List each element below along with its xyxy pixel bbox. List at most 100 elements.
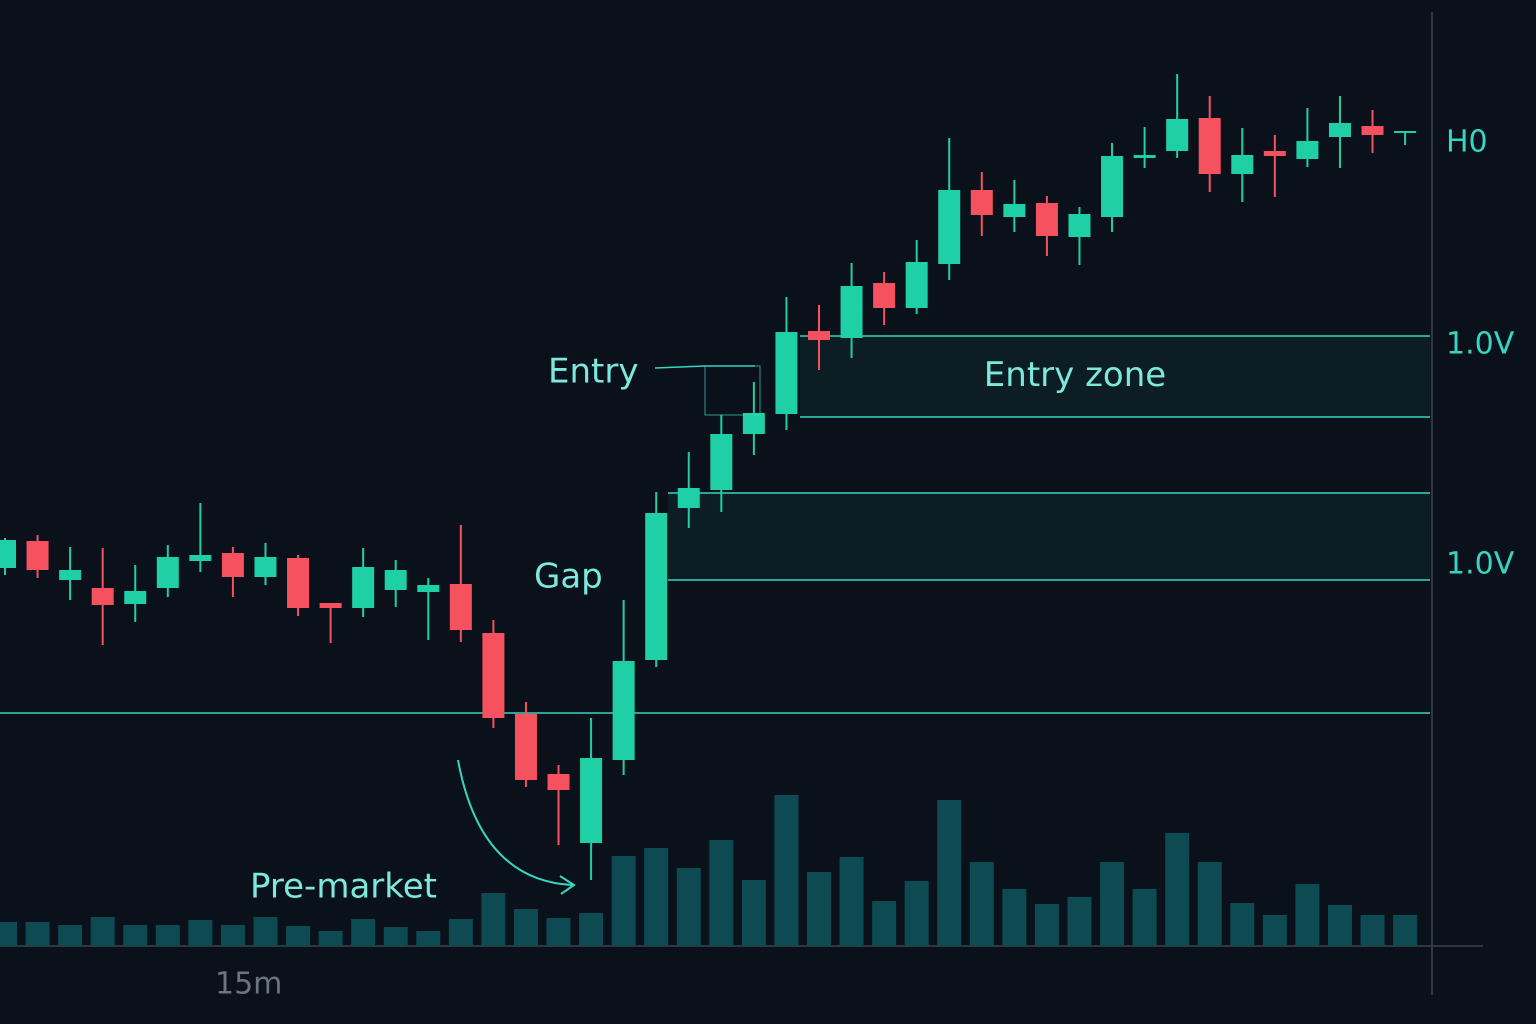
volume-bar: [1295, 884, 1320, 946]
volume-bar: [90, 917, 115, 946]
candle-body: [156, 557, 179, 588]
candle-body: [677, 488, 700, 508]
candle-body: [287, 558, 310, 608]
candle-body: [1101, 156, 1124, 217]
volume-bar: [579, 913, 604, 946]
candle-body: [514, 714, 537, 780]
candle-body: [384, 570, 407, 590]
volume-bar: [0, 922, 17, 946]
candle-body: [742, 413, 765, 434]
premarket-label: Pre-market: [250, 867, 437, 907]
zone-fill: [800, 336, 1430, 417]
candle-body: [873, 283, 896, 308]
candle-body: [1328, 123, 1351, 137]
volume-bar: [611, 856, 636, 946]
volume-bar: [58, 925, 83, 946]
y-tick-label: 1.0V: [1446, 547, 1515, 582]
candle-body: [1296, 141, 1319, 159]
candle-body: [775, 332, 798, 414]
candle-body: [808, 331, 830, 340]
volume-bar: [1262, 915, 1287, 946]
candle-body: [59, 570, 82, 580]
volume-bar: [807, 872, 831, 946]
volume-bar: [188, 920, 213, 946]
volume-bar: [155, 925, 180, 946]
volume-bar: [416, 931, 441, 946]
candle-body: [547, 774, 570, 790]
volume-bar: [1327, 905, 1352, 946]
candle-body: [1003, 204, 1026, 217]
candle-body: [840, 286, 863, 338]
candle-body: [612, 661, 635, 760]
volume-bar: [220, 925, 245, 946]
candle-body: [1198, 118, 1221, 174]
candle-body: [1361, 126, 1384, 135]
volume-bar: [1067, 897, 1092, 946]
volume-bar: [513, 909, 538, 946]
candle-body: [0, 540, 16, 568]
volume-bar: [872, 901, 897, 946]
candle-body: [1231, 155, 1254, 174]
y-tick-label: 1.0V: [1446, 327, 1515, 362]
volume-bar: [709, 840, 734, 946]
volume-bar: [969, 862, 994, 946]
candle-body: [26, 541, 49, 570]
volume-bar: [253, 917, 278, 946]
candle-body: [91, 588, 114, 605]
volume-bar: [741, 880, 766, 946]
gap-label: Gap: [534, 557, 603, 597]
volume-bar: [1165, 833, 1190, 946]
volume-bar: [123, 925, 148, 946]
candle-body: [319, 603, 342, 608]
candle-body: [1035, 203, 1058, 236]
volume-bar: [1002, 889, 1027, 946]
candle-body: [449, 584, 472, 630]
entry-label: Entry: [548, 352, 638, 392]
volume-bar: [383, 927, 408, 946]
volume-bar: [448, 919, 473, 946]
candle-body: [189, 555, 212, 561]
volume-bar: [839, 857, 864, 946]
x-axis-label: 15m: [215, 967, 282, 1002]
volume-bar: [1197, 862, 1222, 946]
volume-bar: [937, 800, 962, 946]
volume-bar: [644, 848, 669, 946]
volume-bar: [676, 868, 701, 946]
entry-box: [704, 365, 761, 416]
volume-bar: [1393, 915, 1418, 946]
premarket-arrow: [457, 759, 573, 886]
candle-body: [645, 513, 668, 660]
volume-bar: [286, 926, 311, 946]
candle-body: [1068, 214, 1091, 237]
candles: [0, 74, 1417, 880]
candle-body: [905, 262, 928, 308]
zone-label: Entry zone: [984, 355, 1166, 395]
candle-body: [124, 591, 147, 604]
volume-bar: [481, 893, 506, 946]
candle-body: [352, 567, 375, 608]
candle-body: [482, 633, 505, 718]
volume-bar: [318, 931, 343, 946]
volume-bar: [1034, 904, 1059, 946]
candle-body: [938, 190, 961, 264]
candle-body: [1394, 131, 1417, 133]
candle-body: [221, 553, 244, 577]
candle-body: [970, 190, 993, 215]
arrow-head: [559, 875, 576, 895]
volume-bar: [351, 919, 376, 946]
volume-bar: [1230, 903, 1255, 946]
volume-bar: [1132, 889, 1157, 946]
candle-body: [710, 434, 733, 490]
volume-bar: [546, 918, 571, 946]
candle-body: [254, 557, 277, 577]
candle-body: [1133, 155, 1156, 158]
volume-bar: [1360, 915, 1385, 946]
zone-fill: [668, 493, 1430, 580]
zones: Entry zone: [0, 335, 1430, 714]
volume-bar: [25, 922, 50, 946]
candle-body: [1263, 151, 1286, 156]
volume-bar: [1100, 862, 1125, 946]
volume-bars: [0, 795, 1418, 946]
